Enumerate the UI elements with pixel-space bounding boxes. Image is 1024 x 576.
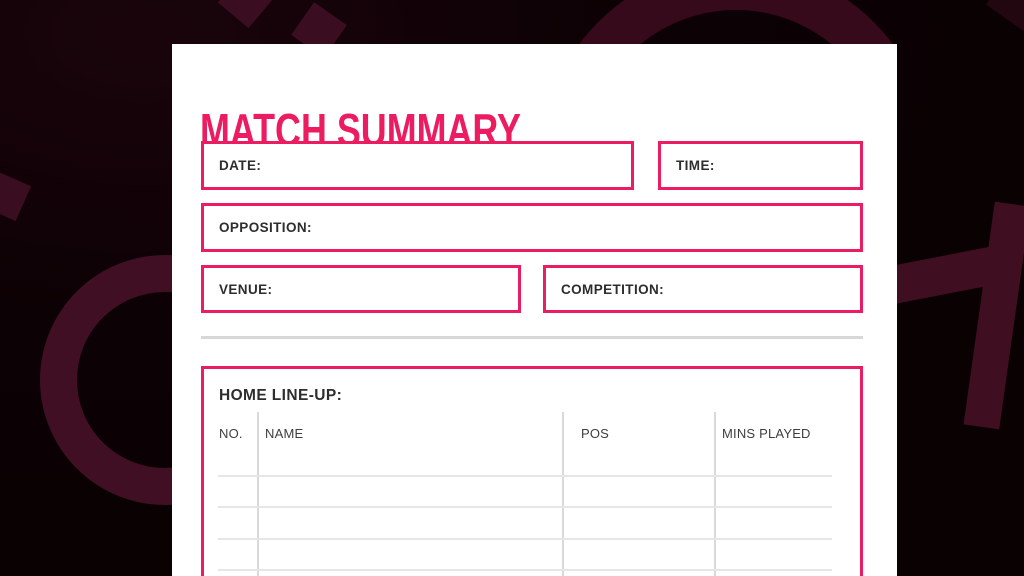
lineup-cell[interactable] (218, 506, 257, 537)
lineup-cell[interactable] (218, 475, 257, 506)
venue-label: VENUE: (219, 281, 273, 297)
lineup-cell[interactable] (257, 506, 562, 537)
lineup-cell[interactable] (714, 538, 832, 569)
time-field[interactable]: TIME: (658, 141, 863, 190)
column-header-mins-played: MINS PLAYED (722, 426, 811, 441)
lineup-cell[interactable] (714, 569, 832, 576)
column-header-pos: POS (581, 426, 610, 441)
opposition-field[interactable]: OPPOSITION: (201, 203, 863, 252)
section-divider (201, 336, 863, 339)
lineup-cell[interactable] (562, 506, 714, 537)
competition-label: COMPETITION: (561, 281, 665, 297)
home-lineup-section: HOME LINE-UP: NO. NAME POS MINS PLAYED (201, 366, 863, 576)
lineup-table: NO. NAME POS MINS PLAYED (218, 412, 832, 576)
lineup-cell[interactable] (218, 569, 257, 576)
column-divider (562, 412, 564, 576)
lineup-cell[interactable] (562, 569, 714, 576)
venue-field[interactable]: VENUE: (201, 265, 521, 313)
column-divider (714, 412, 716, 576)
lineup-cell[interactable] (218, 538, 257, 569)
lineup-row (218, 569, 832, 576)
lineup-cell[interactable] (562, 538, 714, 569)
column-header-no: NO. (219, 426, 243, 441)
row-divider (218, 569, 832, 572)
lineup-cell[interactable] (714, 506, 832, 537)
column-header-name: NAME (265, 426, 304, 441)
lineup-cell[interactable] (562, 475, 714, 506)
date-field[interactable]: DATE: (201, 141, 634, 190)
lineup-cell[interactable] (257, 538, 562, 569)
row-divider (218, 506, 832, 509)
opposition-label: OPPOSITION: (219, 220, 312, 235)
lineup-cell[interactable] (714, 475, 832, 506)
time-label: TIME: (676, 158, 715, 173)
lineup-cell[interactable] (257, 569, 562, 576)
home-lineup-title: HOME LINE-UP: (219, 387, 343, 404)
lineup-row (218, 506, 832, 537)
column-divider (257, 412, 259, 576)
lineup-row (218, 538, 832, 569)
row-divider (218, 475, 832, 477)
row-divider (218, 537, 832, 540)
date-label: DATE: (219, 158, 262, 173)
competition-field[interactable]: COMPETITION: (543, 265, 863, 313)
lineup-rows (218, 475, 832, 576)
tilted-square-shape (985, 0, 1024, 32)
lineup-row (218, 475, 832, 506)
lineup-cell[interactable] (257, 475, 562, 506)
match-summary-card: MATCH SUMMARY DATE: TIME: OPPOSITION: VE… (172, 44, 897, 576)
diagonal-stroke-shape (963, 201, 1024, 430)
